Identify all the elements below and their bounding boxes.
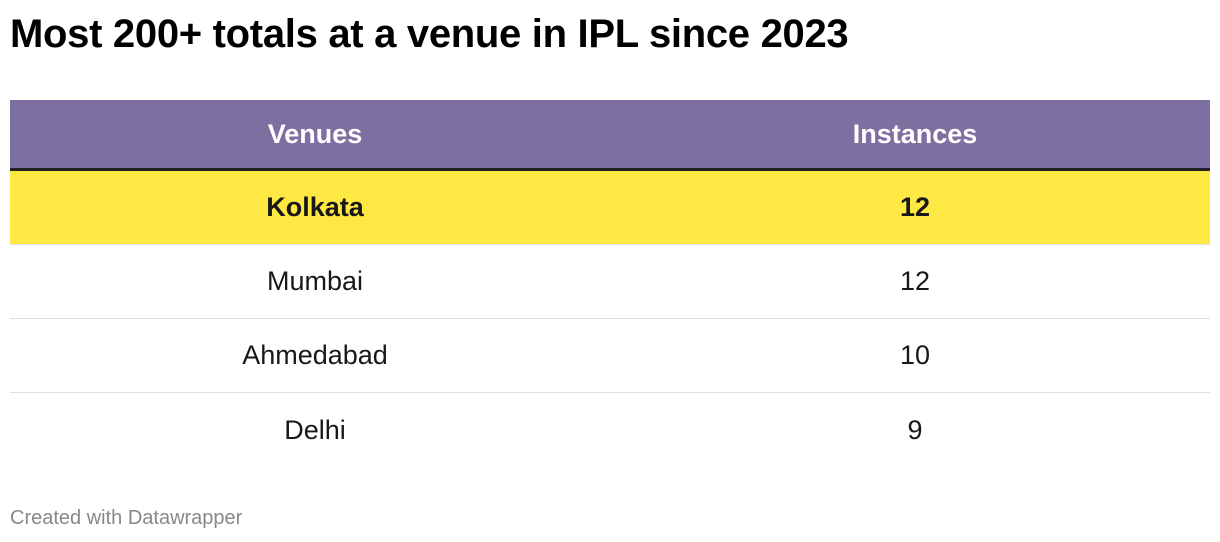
table-header-row: Venues Instances [10, 100, 1210, 171]
datawrapper-credit: Created with Datawrapper [10, 507, 243, 529]
table-row: Delhi 9 [10, 393, 1210, 467]
venue-cell: Kolkata [266, 192, 364, 222]
venue-table: Venues Instances Kolkata 12 Mumbai 12 Ah… [10, 100, 1210, 467]
chart-title: Most 200+ totals at a venue in IPL since… [10, 12, 849, 56]
venue-cell: Ahmedabad [242, 340, 388, 370]
table-row: Kolkata 12 [10, 171, 1210, 245]
venue-cell: Mumbai [266, 266, 364, 296]
instances-cell: 9 [907, 414, 923, 445]
column-header-venues: Venues [267, 118, 363, 149]
table-row: Mumbai 12 [10, 245, 1210, 319]
venue-cell: Delhi [284, 414, 346, 445]
instances-cell: 12 [899, 266, 931, 296]
table-row: Ahmedabad 10 [10, 319, 1210, 393]
column-header-instances: Instances [852, 118, 978, 149]
instances-cell: 12 [899, 192, 931, 222]
instances-cell: 10 [899, 340, 931, 370]
